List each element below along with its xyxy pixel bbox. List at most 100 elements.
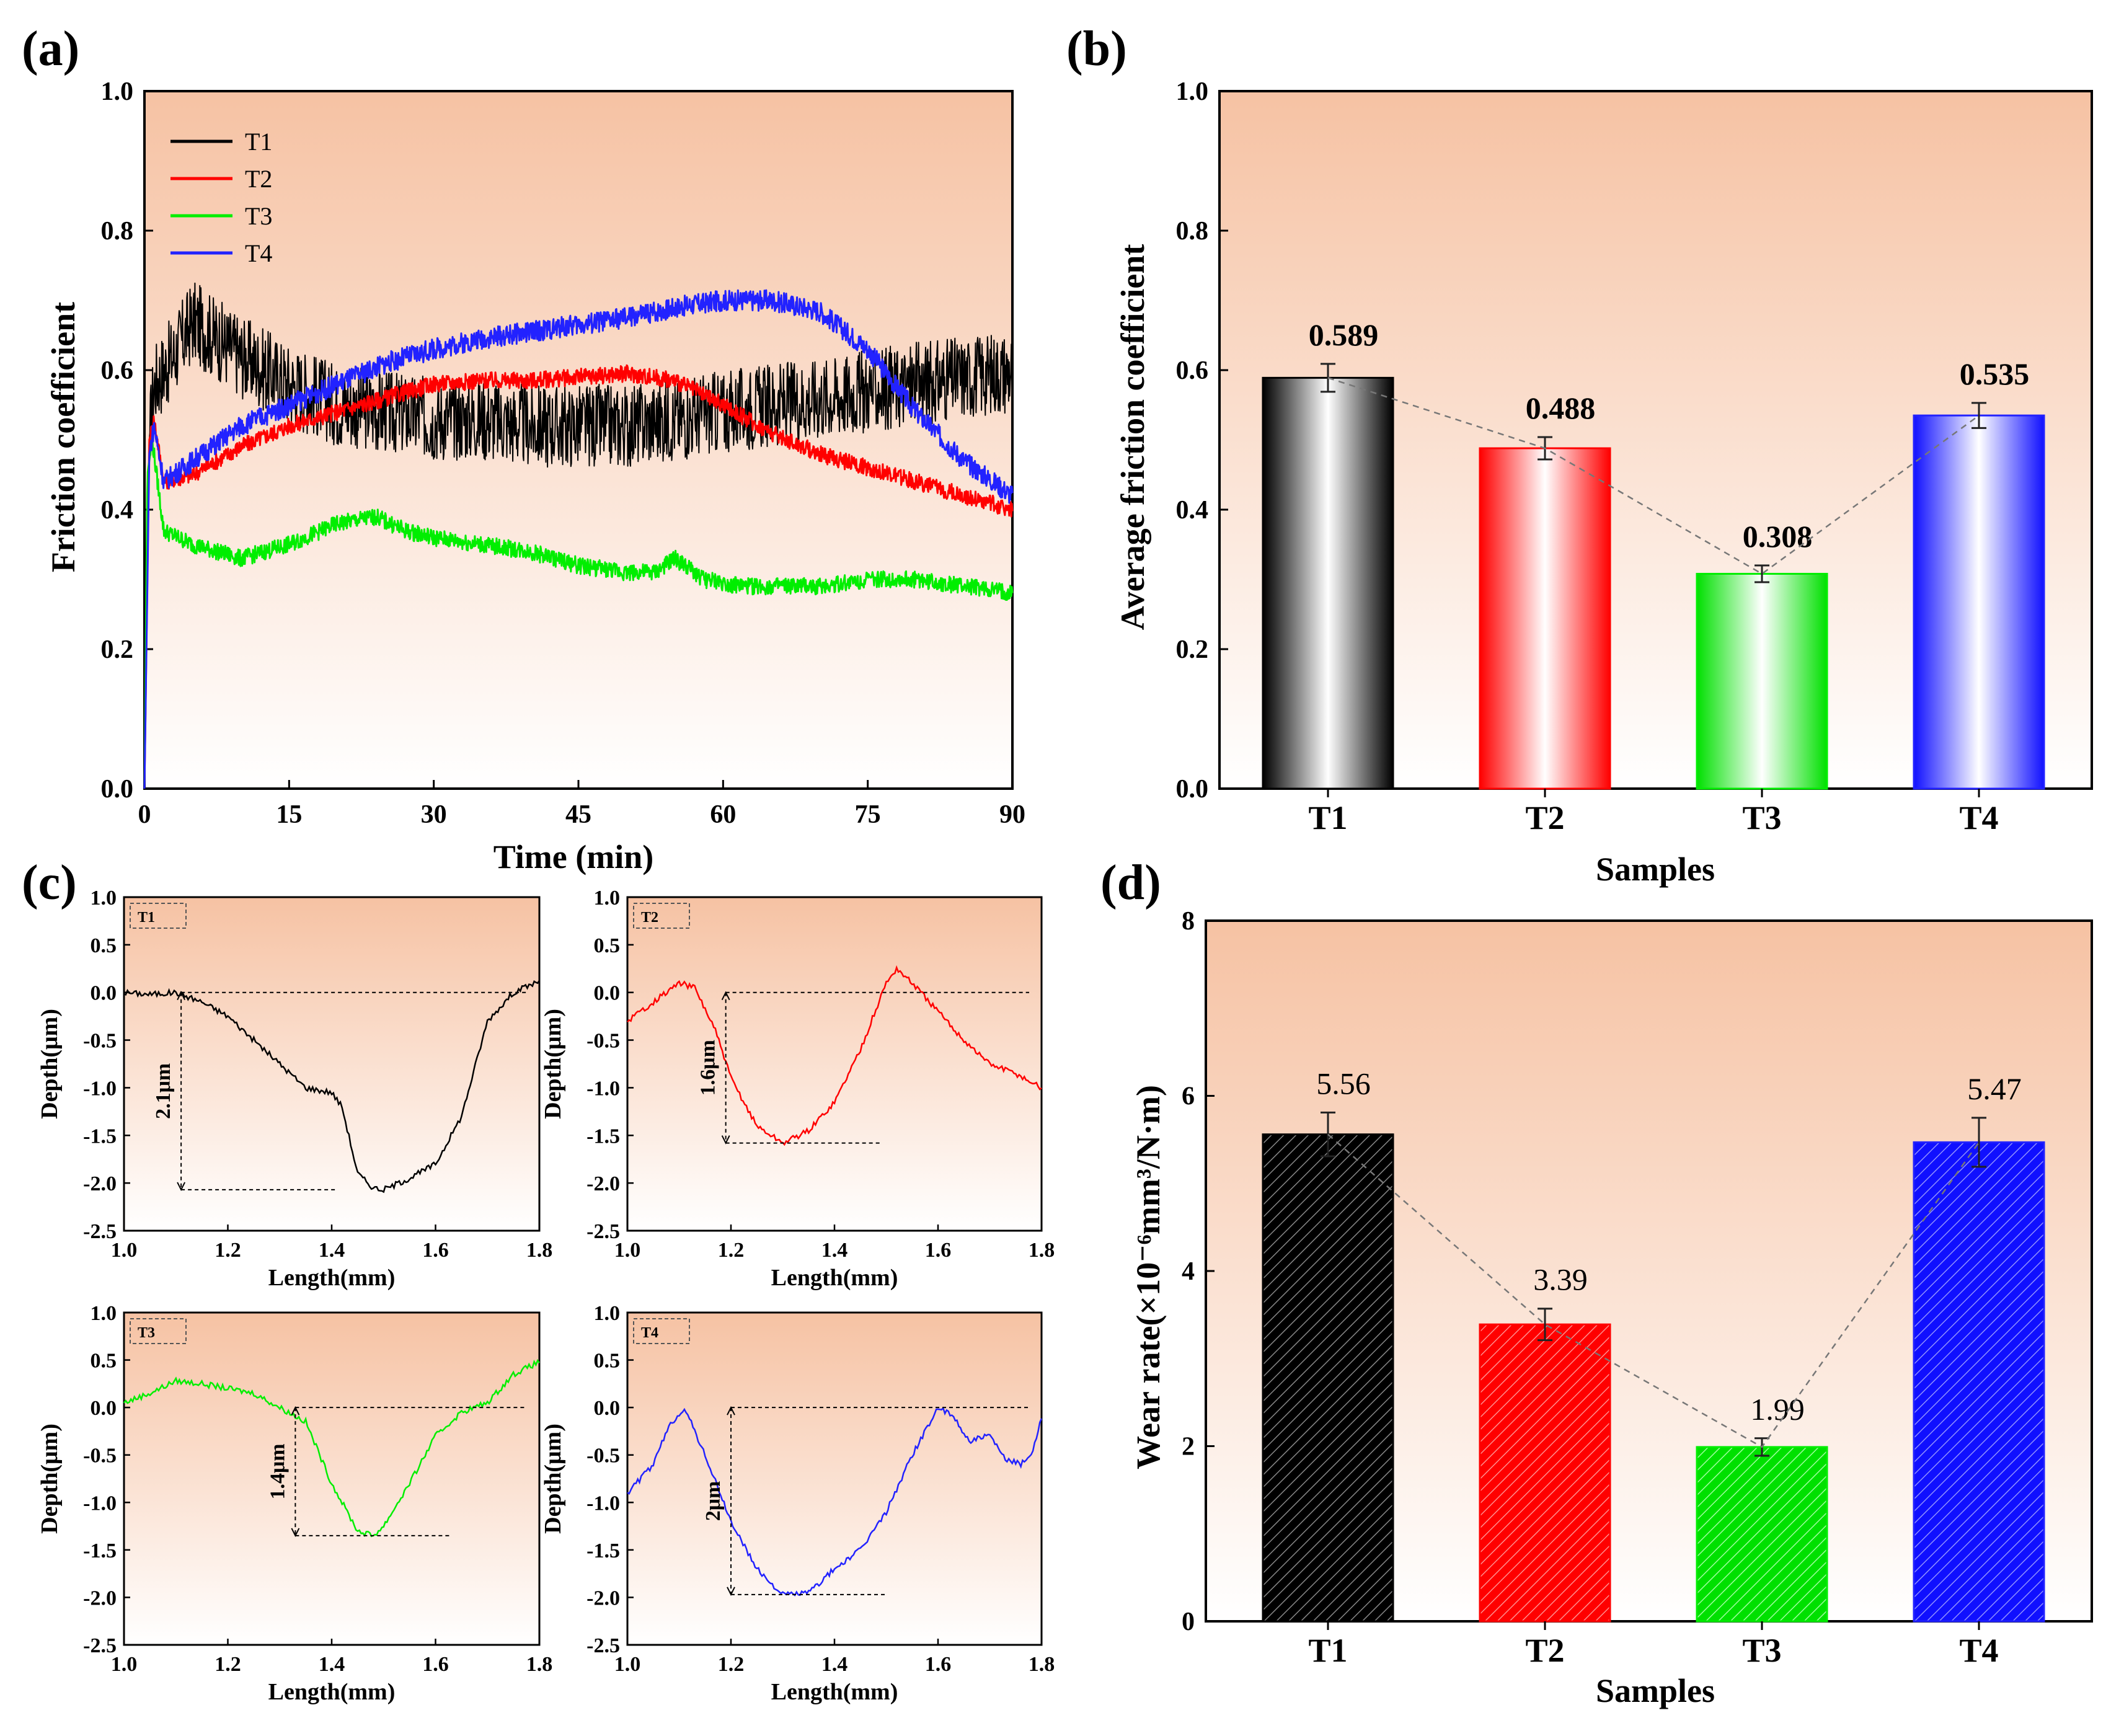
panel-d-xtick-label-T1: T1 (1308, 1632, 1347, 1669)
series-line-T3 (143, 436, 1014, 789)
panel-b-xlabel: Samples (1596, 851, 1715, 888)
panel-a-ytick-label: 0.2 (101, 636, 134, 664)
depth-ytick-label: 1.0 (91, 887, 117, 910)
panel-b-bar-T4 (1913, 414, 2045, 790)
panel-a-xtick-label: 75 (855, 800, 881, 829)
panel-b-bar-T2 (1479, 447, 1611, 790)
depth-xlabel: Length(mm) (268, 1265, 396, 1291)
panel-d-xtick-label-T3: T3 (1742, 1632, 1781, 1669)
depth-profile-T2 (627, 965, 1042, 1146)
depth-subplot-T4: 1.0 1.2 1.4 1.6 1.8 1.0 0.5 0.0 -0.5 -1.0 -1.5 -2.0… (540, 1302, 1055, 1705)
depth-xtick-label: 1.8 (526, 1653, 553, 1676)
panel-a-ytick-label: 1.0 (101, 78, 134, 106)
depth-ytick-label: 0.0 (91, 982, 117, 1005)
panel-d-xtick-label-T2: T2 (1525, 1632, 1564, 1669)
panel-d-wear-rate: 0 2 4 6 8 5.56 T1 3.39 T2 1.99 T3 5.47 T4 Samples We… (1130, 907, 2093, 1709)
depth-ytick-label: -0.5 (586, 1030, 620, 1053)
depth-ytick-label: 1.0 (91, 1302, 117, 1325)
depth-ytick-label: -0.5 (586, 1445, 620, 1468)
depth-xtick-label: 1.0 (614, 1653, 641, 1676)
depth-ytick-label: -1.0 (586, 1492, 620, 1515)
panel-d-ytick-label: 6 (1182, 1083, 1195, 1111)
depth-xtick-label: 1.6 (925, 1653, 952, 1676)
depth-tag-box (633, 903, 690, 929)
depth-subplot-T1: 1.0 1.2 1.4 1.6 1.8 1.0 0.5 0.0 -0.5 -1.0 -1.5 -2.0… (37, 887, 552, 1291)
panel-b-axes: 0.0 0.2 0.4 0.6 0.8 1.0 0.589 T1 0.488 T2 0.308 T3 0… (1176, 78, 2093, 836)
panel-b-value-label-T2: 0.488 (1526, 391, 1596, 425)
panel-b-xtick-label-T2: T2 (1525, 799, 1564, 836)
panel-b-xtick-label-T1: T1 (1308, 799, 1347, 836)
depth-ytick-label: -1.5 (83, 1539, 117, 1562)
series-line-T1 (144, 282, 1013, 789)
panel-d-axes: 0 2 4 6 8 5.56 T1 3.39 T2 1.99 T3 5.47 T4 (1182, 907, 2093, 1669)
panel-d-value-label-T3: 1.99 (1750, 1392, 1805, 1427)
panel-d-bar-T1 (1262, 1133, 1394, 1623)
panel-b-value-label-T4: 0.535 (1960, 356, 2030, 391)
depth-profile-T1 (123, 980, 541, 1194)
depth-profile-T3 (123, 1359, 540, 1538)
depth-arrow-down-icon (721, 1135, 730, 1145)
panel-a-ytick-label: 0.6 (101, 356, 134, 385)
panel-b-ytick-label: 0.8 (1176, 217, 1209, 246)
panel-label-c: (c) (22, 856, 77, 910)
panel-b-ytick-label: 0.0 (1176, 775, 1209, 804)
depth-subplot-T2: 1.0 1.2 1.4 1.6 1.8 1.0 0.5 0.0 -0.5 -1.0 -1.5 -2.0… (540, 887, 1055, 1291)
depth-tag-box (130, 1318, 187, 1344)
panel-b-ylabel: Average friction coefficient (1114, 244, 1151, 631)
depth-annotation-T3: 1.4μm (266, 1443, 289, 1499)
depth-arrow-up-icon (291, 1406, 300, 1415)
legend-label-T4: T4 (245, 239, 272, 267)
panel-b-plot-frame (1218, 90, 2093, 790)
panel-d-ytick-label: 0 (1182, 1608, 1195, 1636)
panel-d-trend-line (1327, 1133, 1980, 1448)
panel-b-ytick-label: 1.0 (1176, 78, 1209, 106)
depth-ytick-label: -1.0 (83, 1077, 117, 1100)
panel-b-ytick-label: 0.6 (1176, 356, 1209, 385)
depth-xtick-label: 1.6 (925, 1239, 952, 1262)
panel-a-xtick-label: 30 (421, 800, 447, 829)
panel-a-xtick-label: 15 (276, 800, 302, 829)
depth-T3-plot-bg (124, 1313, 539, 1645)
depth-ytick-label: 0.5 (594, 934, 621, 957)
panel-a-xtick-label: 45 (565, 800, 591, 829)
depth-tag-box (633, 1318, 690, 1344)
depth-xtick-label: 1.4 (821, 1239, 848, 1262)
depth-xtick-label: 1.8 (526, 1239, 553, 1262)
depth-xtick-label: 1.0 (111, 1239, 138, 1262)
depth-xlabel: Length(mm) (771, 1265, 898, 1291)
panel-d-xlabel: Samples (1596, 1672, 1715, 1709)
panel-d-bar-T4 (1913, 1141, 2045, 1623)
panel-b-xtick-label-T3: T3 (1742, 799, 1781, 836)
depth-xtick-label: 1.6 (422, 1239, 449, 1262)
panel-a-xtick-label: 90 (999, 800, 1025, 829)
depth-ytick-label: 0.0 (594, 982, 621, 1005)
depth-xtick-label: 1.2 (718, 1239, 745, 1262)
depth-xtick-label: 1.6 (422, 1653, 449, 1676)
panel-a-ytick-label: 0.8 (101, 217, 134, 246)
depth-xtick-label: 1.2 (215, 1239, 241, 1262)
panel-a-xtick-label: 60 (710, 800, 736, 829)
panel-label-a: (a) (22, 22, 79, 76)
panel-b-value-label-T1: 0.589 (1309, 317, 1379, 352)
depth-ytick-label: -2.0 (83, 1587, 117, 1610)
panel-a-legend: T1 T2 T3 T4 (170, 128, 272, 267)
panel-b-value-label-T3: 0.308 (1743, 519, 1813, 554)
panel-d-ylabel: Wear rate(×10⁻⁶mm³/N·m) (1130, 1085, 1167, 1469)
panel-a-xlabel: Time (min) (493, 838, 653, 875)
depth-ytick-label: 0.5 (594, 1350, 621, 1373)
panel-a-friction-time: 0 15 30 45 60 75 90 0.0 0.2 0.4 0.6 0.8 1.0 Time (mi… (45, 78, 1025, 875)
depth-ytick-label: -0.5 (83, 1030, 117, 1053)
panel-d-value-label-T1: 5.56 (1316, 1066, 1371, 1100)
depth-ytick-label: -0.5 (83, 1445, 117, 1468)
depth-arrow-down-icon (727, 1587, 735, 1596)
depth-ytick-label: -1.5 (586, 1125, 620, 1148)
panel-d-value-label-T2: 3.39 (1533, 1262, 1588, 1297)
panel-a-series (143, 282, 1014, 789)
depth-profile-T4 (627, 1406, 1043, 1596)
depth-ytick-label: 1.0 (594, 887, 621, 910)
depth-xtick-label: 1.2 (718, 1653, 745, 1676)
panel-d-ytick-label: 4 (1182, 1257, 1195, 1286)
depth-ytick-label: -2.0 (586, 1172, 620, 1195)
depth-T4-plot-bg (627, 1313, 1042, 1645)
depth-tag-T2: T2 (641, 910, 658, 926)
